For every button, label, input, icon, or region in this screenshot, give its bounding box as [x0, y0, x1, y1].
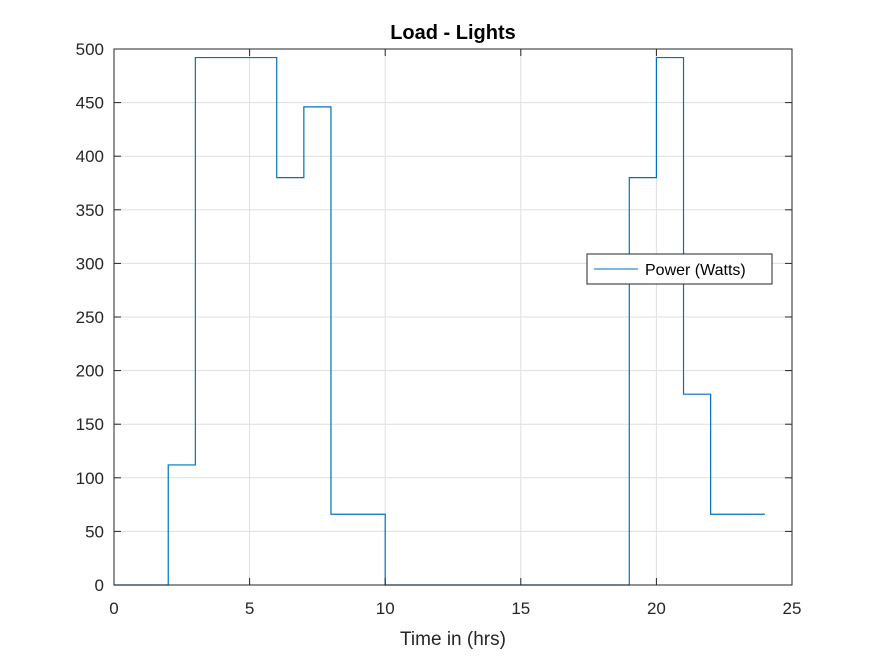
y-tick-label: 100: [76, 469, 104, 488]
x-tick-label: 20: [647, 599, 666, 618]
chart-title: Load - Lights: [390, 22, 516, 44]
x-tick-label: 0: [109, 599, 118, 618]
grid-lines: [114, 49, 792, 585]
legend: Power (Watts): [586, 253, 773, 285]
legend-entry-label: Power (Watts): [645, 262, 746, 279]
y-tick-label: 350: [76, 201, 104, 220]
series-layer: [114, 56, 765, 586]
y-tick-label: 450: [76, 94, 104, 113]
y-tick-label: 50: [85, 522, 104, 541]
y-tick-label: 300: [76, 254, 104, 273]
y-tick-label: 150: [76, 415, 104, 434]
y-tick-label: 500: [76, 40, 104, 59]
y-tick-label: 400: [76, 147, 104, 166]
x-tick-label: 15: [511, 599, 530, 618]
y-tick-label: 0: [95, 576, 104, 595]
x-axis-label: Time in (hrs): [400, 629, 506, 650]
y-tick-label: 250: [76, 308, 104, 327]
series-line-power: [114, 56, 765, 586]
x-tick-label: 5: [245, 599, 254, 618]
x-tick-label: 25: [783, 599, 802, 618]
y-tick-label: 200: [76, 362, 104, 381]
x-tick-label: 10: [376, 599, 395, 618]
